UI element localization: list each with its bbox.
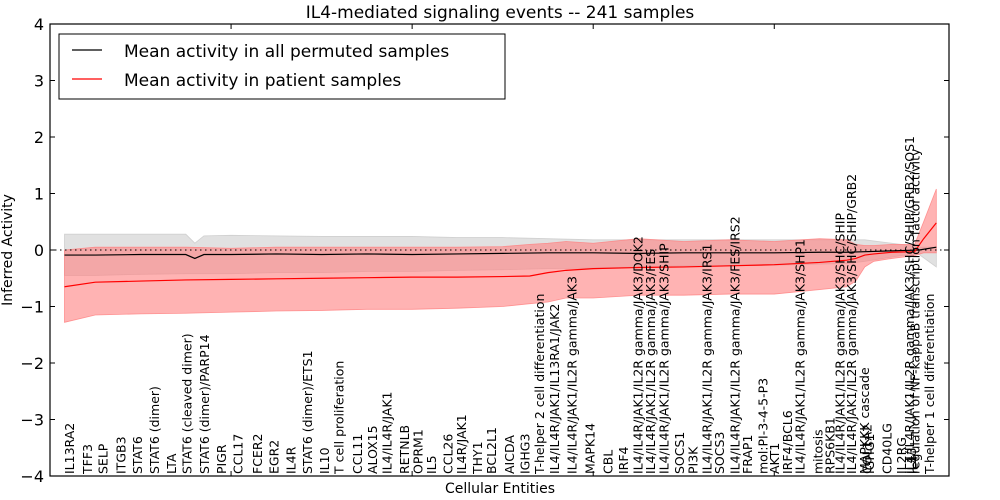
x-category-label: IL4/IL4R/JAK1/IL2R gamma/JAK3/FES/IRS2 (727, 216, 742, 474)
x-axis-category-labels: IL13RA2 TFF3 SELP ITGB3 STAT6 STAT6 (dimer) LT… (62, 136, 937, 475)
legend: Mean activity in all permuted samples Me… (58, 33, 506, 100)
x-category-label: CCL11 (350, 434, 365, 474)
chart-title: IL4-mediated signaling events -- 241 sam… (306, 3, 695, 23)
x-category-label: IL4/IL4R/JAK1/IL2R gamma/JAK3 (564, 276, 579, 474)
y-tick-label: 3 (34, 72, 44, 91)
x-category-label: IL4/IL4R/JAK1/IL2R gamma/JAK3/SHC/SHIP (832, 213, 847, 474)
x-category-label: PI3K (686, 446, 701, 474)
x-category-label: STAT6 (dimer) (147, 386, 162, 474)
x-category-label: THY1 (470, 441, 485, 475)
x-category-label: IRF4/BCL6 (780, 410, 795, 474)
x-category-label: IRF4 (616, 446, 631, 474)
x-category-label: CCL17 (230, 434, 245, 474)
x-category-label: IL4R/JAK1 (454, 414, 469, 474)
x-category-label: SOCS1 (672, 432, 687, 474)
x-category-label: STAT6 (cleaved dimer) (180, 333, 195, 474)
x-category-label: IL4/IL4R/JAK1/IL2R gamma/JAK3/FES (643, 249, 658, 474)
y-tick-label: −1 (20, 298, 44, 317)
patient-confidence-band (64, 188, 937, 323)
x-category-label: IL4/IL4R/JAK1/IL2R gamma/JAK3/IRS1 (699, 244, 714, 474)
x-category-label: PIGR (214, 444, 229, 474)
x-category-label: ITGB3 (114, 436, 129, 474)
x-category-label: STAT6 (dimer)/PARP14 (197, 334, 212, 474)
x-category-label: IL5 (424, 455, 439, 474)
x-category-label: IL13RA2 (62, 423, 77, 474)
x-category-label: STAT6 (130, 436, 145, 474)
x-category-label: mol:PI-3-4-5-P3 (755, 378, 770, 474)
x-category-label: IL10 (317, 447, 332, 474)
x-category-label: IL4/IL4R/JAK1 (380, 392, 395, 474)
confidence-bands (64, 188, 937, 323)
x-category-label: RETNLB (397, 425, 412, 474)
series-lines (64, 222, 937, 288)
x-axis-label: Cellular Entities (445, 481, 555, 497)
x-category-label: RPS6KB1 (822, 417, 837, 474)
x-category-label: IL4/IL4R/JAK1/IL2R gamma/JAK3/SHP1 (793, 239, 808, 474)
y-tick-label: −3 (20, 411, 44, 430)
x-category-label: COL1A2 (860, 424, 875, 474)
x-category-label: IGHG1 (862, 434, 877, 474)
x-category-label: IL4/IL4R/JAK1/IL2R gamma/JAK3/DOK2 (630, 236, 645, 474)
x-category-label: CD40LG (879, 423, 894, 474)
legend-frame (58, 33, 506, 100)
y-axis-ticks: 4 3 2 1 0 −1 −2 −3 −4 (20, 15, 949, 486)
x-category-label: AKT1 (767, 443, 782, 474)
y-axis-label: Inferred Activity (0, 194, 16, 306)
x-category-label: STAT6 (dimer)/ETS1 (300, 350, 315, 474)
x-category-label: FRAP1 (740, 435, 755, 474)
x-category-label: IL4 (906, 455, 921, 474)
x-category-label: IGHG3 (517, 434, 532, 474)
x-category-label: TFF3 (80, 444, 95, 475)
y-tick-label: 1 (34, 185, 44, 204)
x-category-label: IL2RG (894, 437, 909, 474)
legend-label-patient: Mean activity in patient samples (124, 71, 401, 91)
x-category-label: MAPK14 (582, 423, 597, 474)
x-category-label: CBL (601, 450, 616, 474)
y-tick-label: −2 (20, 354, 44, 373)
x-category-label: IL4/IL4R/JAK1/IL2R gamma/JAK3/SHC/SHIP/G… (902, 136, 917, 474)
x-category-label: T-helper 2 cell differentiation (532, 294, 547, 475)
x-category-label: IL13 (904, 447, 919, 474)
permuted-mean-line (64, 246, 937, 260)
x-category-label: AICDA (502, 435, 517, 474)
x-category-label: SELP (95, 443, 110, 474)
patient-mean-line (64, 222, 937, 288)
x-category-label: EGR2 (267, 440, 282, 474)
x-category-label: IL4/IL4R/JAK1/IL2R gamma/JAK3/SHIP (657, 243, 672, 474)
x-category-label: regulation of NF-kappaB transcription fa… (908, 148, 923, 474)
x-category-label: T-helper 1 cell differentiation (922, 294, 937, 475)
x-category-label: CCL26 (440, 434, 455, 474)
y-tick-label: 2 (34, 128, 44, 147)
x-category-label: MAPKKK cascade (857, 367, 872, 474)
x-category-label: T cell proliferation (332, 361, 347, 475)
x-category-label: IL4/IL4R/JAK1/IL2R gamma/JAK3/SHC/SHIP/G… (844, 174, 859, 474)
y-tick-label: 0 (34, 241, 44, 260)
x-category-label: IL4R (284, 446, 299, 474)
x-category-label: ALOX15 (365, 425, 380, 474)
x-category-label: BCL2L1 (484, 427, 499, 474)
x-category-label: OPRM1 (410, 429, 425, 474)
x-category-label: mitosis (811, 429, 826, 474)
x-category-label: IL4/IL4R/JAK1/IL13RA1/JAK2 (547, 304, 562, 474)
y-tick-label: 4 (34, 15, 44, 34)
legend-label-permuted: Mean activity in all permuted samples (124, 42, 449, 62)
x-category-label: FCER2 (250, 434, 265, 474)
x-category-label: LTA (164, 453, 179, 474)
y-tick-label: −4 (20, 467, 44, 486)
x-axis-ticks (230, 24, 775, 476)
x-category-label: SOCS3 (712, 432, 727, 474)
